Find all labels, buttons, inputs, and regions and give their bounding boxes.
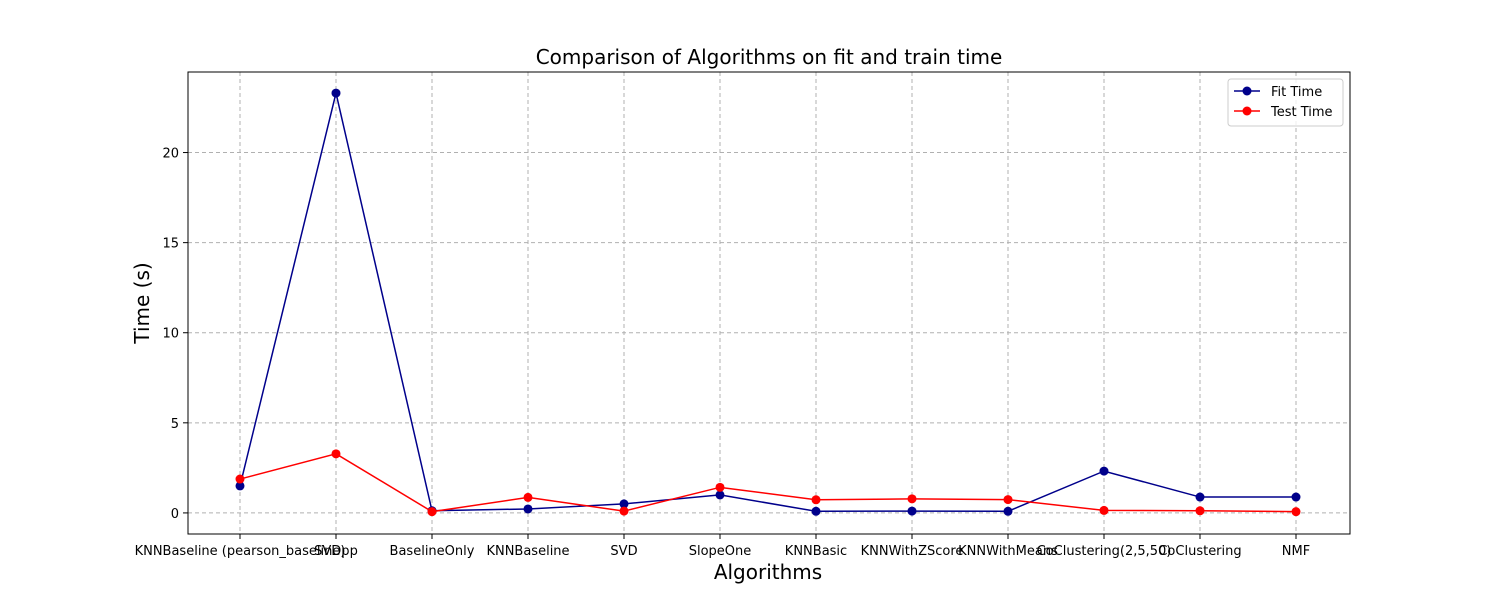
x-tick-label: KNNBaseline (pearson_baseline) [135, 544, 346, 559]
x-tick-label: KNNWithMeans [958, 544, 1058, 559]
data-point-fit-time [1099, 466, 1109, 476]
y-tick-label: 20 [162, 147, 179, 162]
legend-marker-test-time [1242, 106, 1252, 116]
data-point-test-time [619, 506, 629, 516]
series-line-test-time [239, 453, 1297, 513]
legend-label-test-time: Test Time [1270, 105, 1333, 120]
data-point-test-time [523, 492, 533, 502]
data-point-fit-time [235, 481, 245, 491]
x-axis: KNNBaseline (pearson_baseline)SVDpp Basel… [135, 534, 1310, 559]
data-point-test-time [811, 495, 821, 505]
y-tick-label: 15 [162, 237, 179, 252]
data-point-fit-time [1195, 492, 1205, 502]
x-tick-label: KNNWithZScore [861, 544, 964, 559]
legend: Fit Time Test Time [1227, 78, 1344, 127]
y-tick-label: 0 [171, 507, 179, 522]
plot-frame [187, 71, 1351, 535]
data-point-fit-time [907, 506, 917, 516]
x-tick-label: NMF [1282, 544, 1310, 559]
x-tick-label: SVD [610, 544, 637, 559]
data-point-test-time [907, 494, 917, 504]
x-axis-label: Algorithms [714, 560, 822, 584]
data-point-test-time [331, 449, 341, 459]
data-point-fit-time [1003, 506, 1013, 516]
data-point-fit-time [811, 506, 821, 516]
series-line-fit-time [239, 92, 1296, 513]
legend-label-fit-time: Fit Time [1271, 85, 1322, 100]
data-point-test-time [715, 482, 725, 492]
y-tick-label: 5 [171, 417, 179, 432]
x-tick-label: SlopeOne [689, 544, 752, 559]
data-point-test-time [1003, 495, 1013, 505]
x-tick-label: SVDpp [314, 544, 358, 559]
data-point-test-time [235, 474, 245, 484]
legend-marker-fit-time [1242, 86, 1252, 96]
data-point-fit-time [523, 504, 533, 514]
x-tick-label: CoClustering(2,5,50) [1037, 544, 1172, 559]
series-layer [235, 88, 1301, 517]
chart-title: Comparison of Algorithms on fit and trai… [536, 45, 1003, 69]
y-tick-label: 10 [162, 327, 179, 342]
data-point-fit-time [1291, 492, 1301, 502]
x-tick-label: KNNBaseline [486, 544, 569, 559]
data-point-test-time [1195, 506, 1205, 516]
y-axis: 0 5 10 15 20 [162, 147, 188, 522]
y-axis-label: Time (s) [130, 262, 154, 344]
x-tick-label: BaselineOnly [390, 544, 475, 559]
data-point-test-time [427, 507, 437, 517]
data-point-test-time [1291, 507, 1301, 517]
data-point-fit-time [715, 490, 725, 500]
data-point-fit-time [331, 88, 341, 98]
x-tick-label: CoClustering [1158, 544, 1241, 559]
data-point-test-time [1099, 505, 1109, 515]
grid-layer [188, 72, 1350, 534]
x-tick-label: KNNBasic [785, 544, 847, 559]
data-point-fit-time [619, 499, 629, 509]
